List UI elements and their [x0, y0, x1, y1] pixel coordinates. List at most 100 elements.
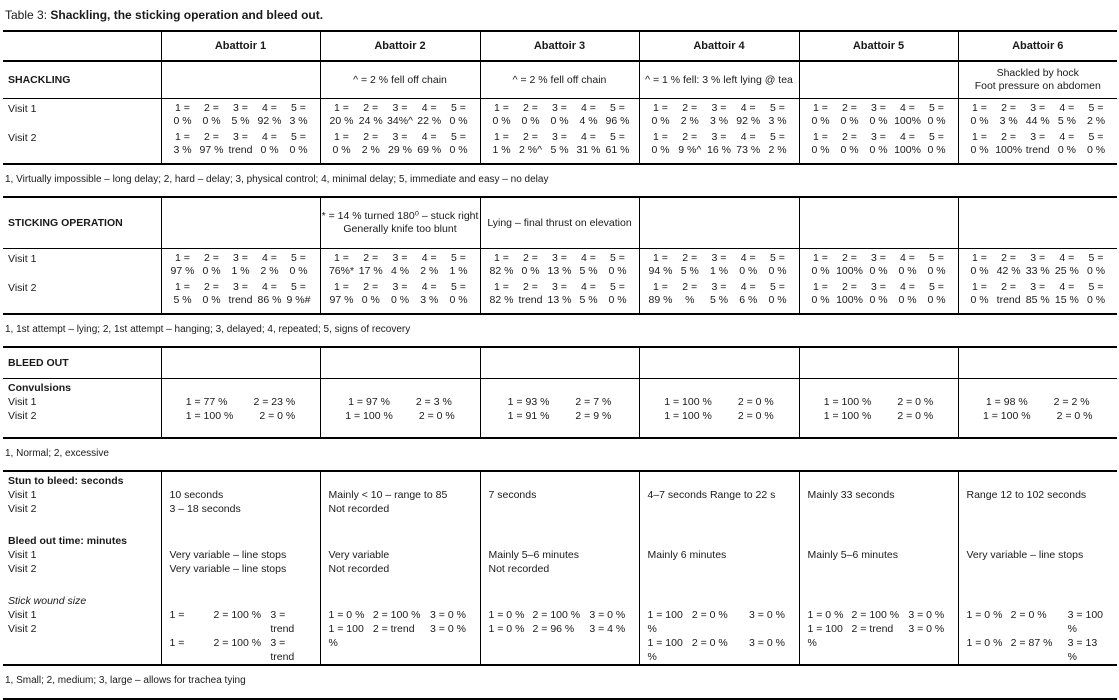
- scale-item: 2 = 0 %: [202, 281, 221, 306]
- scale-item: 3 = 0 %: [869, 131, 888, 156]
- scale-item: 2 = 0 %: [202, 252, 221, 277]
- scale-item: 5 = 0 %: [608, 252, 627, 277]
- wound-value: 1 = 100 %: [328, 623, 364, 649]
- scale-item: 2 = 17 %: [358, 252, 383, 277]
- scale-item: 5 = 0 %: [1086, 131, 1106, 156]
- scale-item: 2 = 3 %: [999, 102, 1018, 127]
- convulsions-v2-a4: 1 = 100 % 2 = 0 %: [640, 409, 799, 423]
- scale-item: 3 = trend: [228, 131, 253, 156]
- scale-item: 5 = 0 %: [289, 252, 308, 277]
- sticking-visit1-a5: 1 = 0 % 2 = 100% 3 = 0 % 4 = 0 % 5 = 0 %: [800, 252, 958, 278]
- scale-item: 4 = 0 %: [1057, 131, 1076, 156]
- sticking-visit2-a6: 1 = 0 % 2 = trend 3 = 85 % 4 = 15 % 5 = 0 %: [959, 281, 1117, 307]
- scale-item: 4 = 69 %: [417, 131, 442, 156]
- wound-value: 3 = 13 %: [1067, 637, 1098, 663]
- sticking-visit2-a3: 1 = 82 % 2 = trend 3 = 13 % 4 = 5 % 5 = 0 %: [481, 281, 639, 307]
- timing-table: Stun to bleed: seconds Visit 1 Visit 2 1…: [3, 470, 1117, 666]
- bleedtime-v1-a6: Very variable – line stops: [966, 549, 1084, 561]
- scale-item: 4 = 2 %: [260, 252, 279, 277]
- scale-item: 3 = 3 %: [709, 102, 729, 127]
- scale-item: 2 = 2 %: [680, 102, 699, 127]
- wound-v1-a6: 1 = 0 % 2 = 0 % 3 = 100 %: [959, 608, 1117, 636]
- convulsions-v1-a4: 1 = 100 % 2 = 0 %: [640, 395, 799, 409]
- scale-item: 1 = 1 %: [492, 131, 511, 156]
- pair-value: 2 = 7 %: [575, 396, 612, 408]
- scale-item: 5 = 0 %: [927, 281, 946, 306]
- scale-item: 5 = 0 %: [1086, 252, 1106, 277]
- header-abattoir-1: Abattoir 1: [160, 31, 320, 61]
- bleedtime-v1-a4: Mainly 6 minutes: [647, 549, 727, 561]
- sticking-visit2-a1: 1 = 5 % 2 = 0 % 3 = trend 4 = 86 % 5 = 9 %#: [162, 281, 320, 307]
- pair-value: 1 = 100 %: [823, 396, 872, 408]
- sticking-visit2-a4: 1 = 89 % 2 =% 3 = 5 % 4 = 6 % 5 = 0 %: [640, 281, 799, 307]
- bleedtime-v1-a1: Very variable – line stops: [169, 549, 287, 561]
- scale-item: 4 = 5 %: [1057, 102, 1076, 127]
- shackling-table: Abattoir 1 Abattoir 2 Abattoir 3 Abattoi…: [3, 30, 1117, 165]
- wound-value: 3 = trend: [270, 637, 295, 663]
- scale-item: 1 = 5 %: [173, 281, 192, 306]
- scale-item: 4 = 6 %: [739, 281, 758, 306]
- pair-value: 1 = 77 %: [185, 396, 228, 408]
- scale-item: 2 = 0 %: [361, 281, 380, 306]
- sticking-visit2-a5: 1 = 0 % 2 = 100% 3 = 0 % 4 = 0 % 5 = 0 %: [800, 281, 958, 307]
- scale-item: 4 = 0 %: [739, 252, 758, 277]
- pair-value: 1 = 93 %: [507, 396, 550, 408]
- scale-item: 3 = 0 %: [869, 281, 888, 306]
- scale-item: 5 = 0 %: [449, 281, 468, 306]
- document-page: Table 3: Shackling, the sticking operati…: [3, 8, 1117, 700]
- scale-item: 3 = 34%^: [387, 102, 413, 127]
- scale-item: 3 = trend: [1025, 131, 1050, 156]
- shackling-visit1-a1: 1 = 0 % 2 = 0 % 3 = 5 % 4 = 92 % 5 = 3 %: [162, 102, 320, 128]
- pair-value: 2 = 0 %: [737, 410, 774, 422]
- scale-item: 3 = 0 %: [390, 281, 410, 306]
- convulsions-row: Convulsions Visit 1 Visit 2 1 = 77 % 2 = …: [3, 378, 1117, 438]
- stun-v2-a2: Not recorded: [328, 503, 390, 515]
- bleedtime-v2-a2: Not recorded: [328, 563, 390, 575]
- stun-v1-a1: 10 seconds: [169, 489, 224, 501]
- header-abattoir-5: Abattoir 5: [798, 31, 958, 61]
- sticking-visit2-row: Visit 2 1 = 5 % 2 = 0 % 3 = trend 4 = 86 % 5 = 9 …: [3, 278, 1117, 314]
- scale-item: 5 = 0 %: [1086, 281, 1106, 306]
- scale-item: 5 = 2 %: [1086, 102, 1106, 127]
- scale-item: 3 = 0 %: [869, 252, 888, 277]
- wound-value: 3 = 0 %: [908, 623, 945, 635]
- wound-v1-a3: 1 = 0 % 2 = 100 % 3 = 0 %: [481, 608, 639, 622]
- stun-v1-a3: 7 seconds: [488, 489, 537, 501]
- wound-v2-a4: 1 = 100 % 2 = 0 % 3 = 0 %: [640, 636, 799, 664]
- wound-label: Stick wound size: [8, 595, 87, 607]
- wound-value: 2 = 96 %: [532, 623, 575, 635]
- stick-wound-group: Stick wound size Visit 1 Visit 2 1 = 2 = …: [3, 592, 1117, 665]
- scale-item: 5 = 0 %: [768, 252, 787, 277]
- convulsions-v2-a2: 1 = 100 % 2 = 0 %: [321, 409, 480, 423]
- stun-to-bleed-group: Stun to bleed: seconds Visit 1 Visit 2 1…: [3, 471, 1117, 532]
- scale-item: 2 = 2 %: [361, 131, 380, 156]
- scale-item: 4 = 73 %: [736, 131, 761, 156]
- shackling-note-a2: ^ = 2 % fell off chain: [353, 73, 447, 86]
- shackling-visit1-a6: 1 = 0 % 2 = 3 % 3 = 44 % 4 = 5 % 5 = 2 %: [959, 102, 1117, 128]
- convulsions-v2-a6: 1 = 100 % 2 = 0 %: [959, 409, 1117, 423]
- sticking-section-label: STICKING OPERATION: [8, 217, 123, 229]
- stun-v2-a1: 3 – 18 seconds: [169, 503, 241, 515]
- wound-v2-a1: 1 = 2 = 100 % 3 = trend: [162, 636, 320, 664]
- scale-item: 2 = 100%: [836, 252, 863, 277]
- sticking-visit1-a1: 1 = 97 % 2 = 0 % 3 = 1 % 4 = 2 % 5 = 0 %: [162, 252, 320, 278]
- scale-item: 1 = 0 %: [811, 131, 830, 156]
- scale-item: 2 =%: [682, 281, 698, 306]
- shackling-visit1-a3: 1 = 0 % 2 = 0 % 3 = 0 % 4 = 4 % 5 = 96 %: [481, 102, 639, 128]
- convulsions-footnote: 1, Normal; 2, excessive: [5, 448, 109, 459]
- scale-item: 1 = 0 %: [492, 102, 511, 127]
- scale-item: 4 = 2 %: [420, 252, 439, 277]
- stun-visit1-label: Visit 1: [8, 489, 37, 501]
- scale-item: 4 = 3 %: [420, 281, 439, 306]
- bleedtime-v1-a5: Mainly 5–6 minutes: [807, 549, 898, 561]
- wound-value: 3 = 0 %: [430, 609, 466, 621]
- scale-item: 1 = 97 %: [329, 281, 354, 306]
- scale-item: 5 = 96 %: [605, 102, 630, 127]
- wound-value: 3 = 0 %: [908, 609, 945, 621]
- header-empty-cell: [3, 31, 161, 61]
- wound-value: 2 = 0 %: [691, 609, 728, 621]
- wound-value: 1 = 100 %: [807, 623, 843, 649]
- scale-item: 4 = 92 %: [257, 102, 282, 127]
- bleedout-table: BLEED OUT Convulsions Visit 1 Visit 2 1 …: [3, 346, 1117, 439]
- scale-item: 5 = 9 %#: [286, 281, 311, 306]
